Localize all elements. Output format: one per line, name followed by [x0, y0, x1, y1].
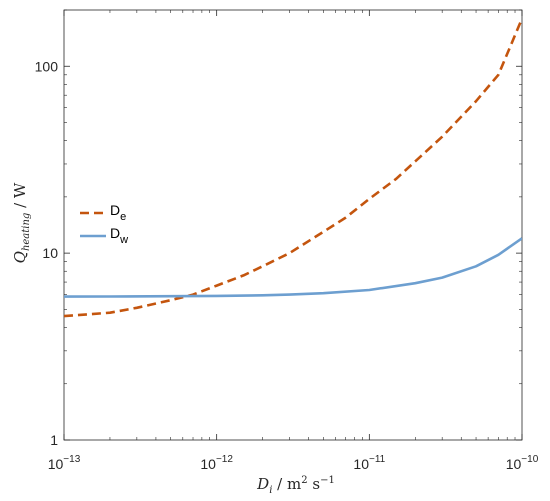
- series-line-w: [64, 237, 522, 298]
- legend-label-e: De: [110, 202, 126, 223]
- y-tick-label-1: 10: [42, 245, 58, 261]
- y-axis-title: Qheating / W: [11, 182, 32, 263]
- x-tick-label-0: 10−13: [48, 454, 81, 472]
- y-tick-label-2: 100: [35, 58, 59, 74]
- x-tick-label-1: 10−12: [200, 454, 233, 472]
- y-tick-label-0: 1: [50, 432, 58, 448]
- series-layer: [64, 18, 522, 318]
- x-axis-title: Di / m2 s−1: [256, 475, 335, 496]
- x-tick-label-2: 10−11: [353, 454, 385, 472]
- ticks-layer: 10−13 10−12 10−11 10−10 1 10 100: [35, 9, 539, 472]
- x-tick-label-3: 10−10: [506, 454, 539, 472]
- legend-label-w: Dw: [110, 225, 128, 246]
- series-line-e: [64, 18, 522, 318]
- plot-frame: [63, 9, 523, 441]
